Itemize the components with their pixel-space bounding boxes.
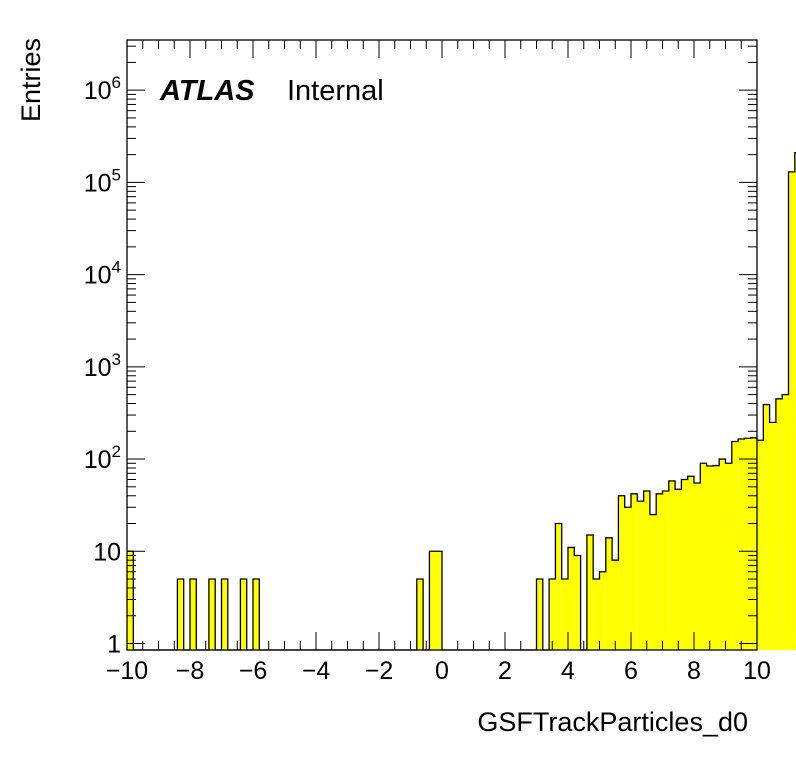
histogram-bar bbox=[725, 463, 732, 650]
histogram-bar bbox=[694, 482, 701, 650]
histogram-bar bbox=[731, 441, 739, 650]
histogram-bar bbox=[637, 501, 644, 650]
y-tick-labels: 1 10 102 103 104 105 106 bbox=[84, 73, 121, 658]
x-tick-label: 2 bbox=[498, 657, 512, 685]
y-axis-title: Entries bbox=[16, 38, 46, 122]
histogram-bar bbox=[549, 579, 556, 650]
histogram-bar bbox=[127, 551, 134, 650]
histogram-bar bbox=[208, 579, 216, 650]
histogram-bar bbox=[649, 514, 657, 650]
histogram-bar bbox=[599, 571, 606, 650]
x-tick-label: −6 bbox=[239, 657, 268, 685]
histogram-bar bbox=[536, 579, 543, 650]
y-tick-label: 102 bbox=[84, 442, 121, 474]
histogram-bar bbox=[662, 491, 669, 650]
histogram-bar bbox=[605, 537, 613, 650]
axis-ticks bbox=[126, 40, 758, 650]
histogram-bar bbox=[744, 438, 751, 650]
histogram-bar bbox=[763, 404, 770, 650]
histogram-bar bbox=[435, 551, 442, 650]
atlas-label: ATLAS bbox=[159, 75, 255, 107]
histogram-bar bbox=[586, 535, 594, 650]
x-tick-label: 8 bbox=[687, 657, 701, 685]
x-tick-label: −4 bbox=[302, 657, 331, 685]
x-tick-labels: −10 −8 −6 −4 −2 0 2 4 6 8 10 bbox=[106, 657, 771, 685]
histogram-bar bbox=[769, 422, 776, 650]
histogram-bar bbox=[775, 398, 783, 650]
histogram-bars bbox=[127, 152, 796, 651]
x-tick-label: 6 bbox=[624, 657, 638, 685]
histogram-bar bbox=[555, 523, 562, 650]
x-tick-label: 10 bbox=[743, 657, 771, 685]
x-axis-title: GSFTrackParticles_d0 bbox=[477, 707, 748, 737]
y-tick-label: 106 bbox=[84, 73, 121, 105]
histogram-bar bbox=[612, 560, 619, 650]
histogram-bar bbox=[782, 394, 789, 650]
histogram-bar bbox=[561, 579, 568, 650]
histogram-bar bbox=[624, 507, 631, 650]
histogram-bar bbox=[593, 579, 600, 650]
histogram-bar bbox=[416, 579, 424, 650]
histogram-bar bbox=[700, 463, 707, 650]
y-tick-label: 104 bbox=[84, 258, 121, 290]
histogram-bar bbox=[568, 547, 575, 650]
histogram-bar bbox=[706, 466, 713, 650]
histogram-bar bbox=[668, 480, 676, 650]
histogram-bar bbox=[177, 579, 184, 650]
y-tick-label: 103 bbox=[84, 350, 121, 382]
internal-label: Internal bbox=[287, 75, 384, 107]
histogram-bar bbox=[574, 555, 581, 650]
histogram-bar bbox=[656, 493, 663, 650]
histogram-bar bbox=[253, 579, 260, 650]
y-tick-label: 10 bbox=[93, 538, 121, 566]
histogram-bar bbox=[618, 495, 625, 650]
histogram-bar bbox=[794, 152, 796, 650]
histogram-bar bbox=[221, 579, 228, 650]
y-tick-label: 1 bbox=[107, 630, 121, 658]
histogram-bar bbox=[240, 579, 247, 650]
x-tick-label: −10 bbox=[106, 657, 148, 685]
histogram-bar bbox=[788, 171, 795, 650]
histogram-bar bbox=[190, 579, 197, 650]
x-tick-label: −8 bbox=[176, 657, 205, 685]
histogram-bar bbox=[712, 465, 720, 650]
histogram-bar bbox=[757, 440, 764, 650]
y-tick-label: 105 bbox=[84, 165, 121, 197]
x-tick-label: 0 bbox=[435, 657, 449, 685]
histogram-bar bbox=[631, 493, 638, 650]
histogram-bar bbox=[738, 438, 745, 650]
histogram-bar bbox=[750, 437, 757, 650]
histogram-bar bbox=[681, 479, 688, 650]
histogram-bar bbox=[429, 551, 436, 650]
x-tick-label: −2 bbox=[365, 657, 394, 685]
histogram-bar bbox=[687, 476, 694, 650]
x-tick-label: 4 bbox=[561, 657, 575, 685]
histogram-bar bbox=[719, 459, 726, 650]
histogram-bar bbox=[643, 491, 650, 650]
histogram-bar bbox=[675, 489, 682, 650]
